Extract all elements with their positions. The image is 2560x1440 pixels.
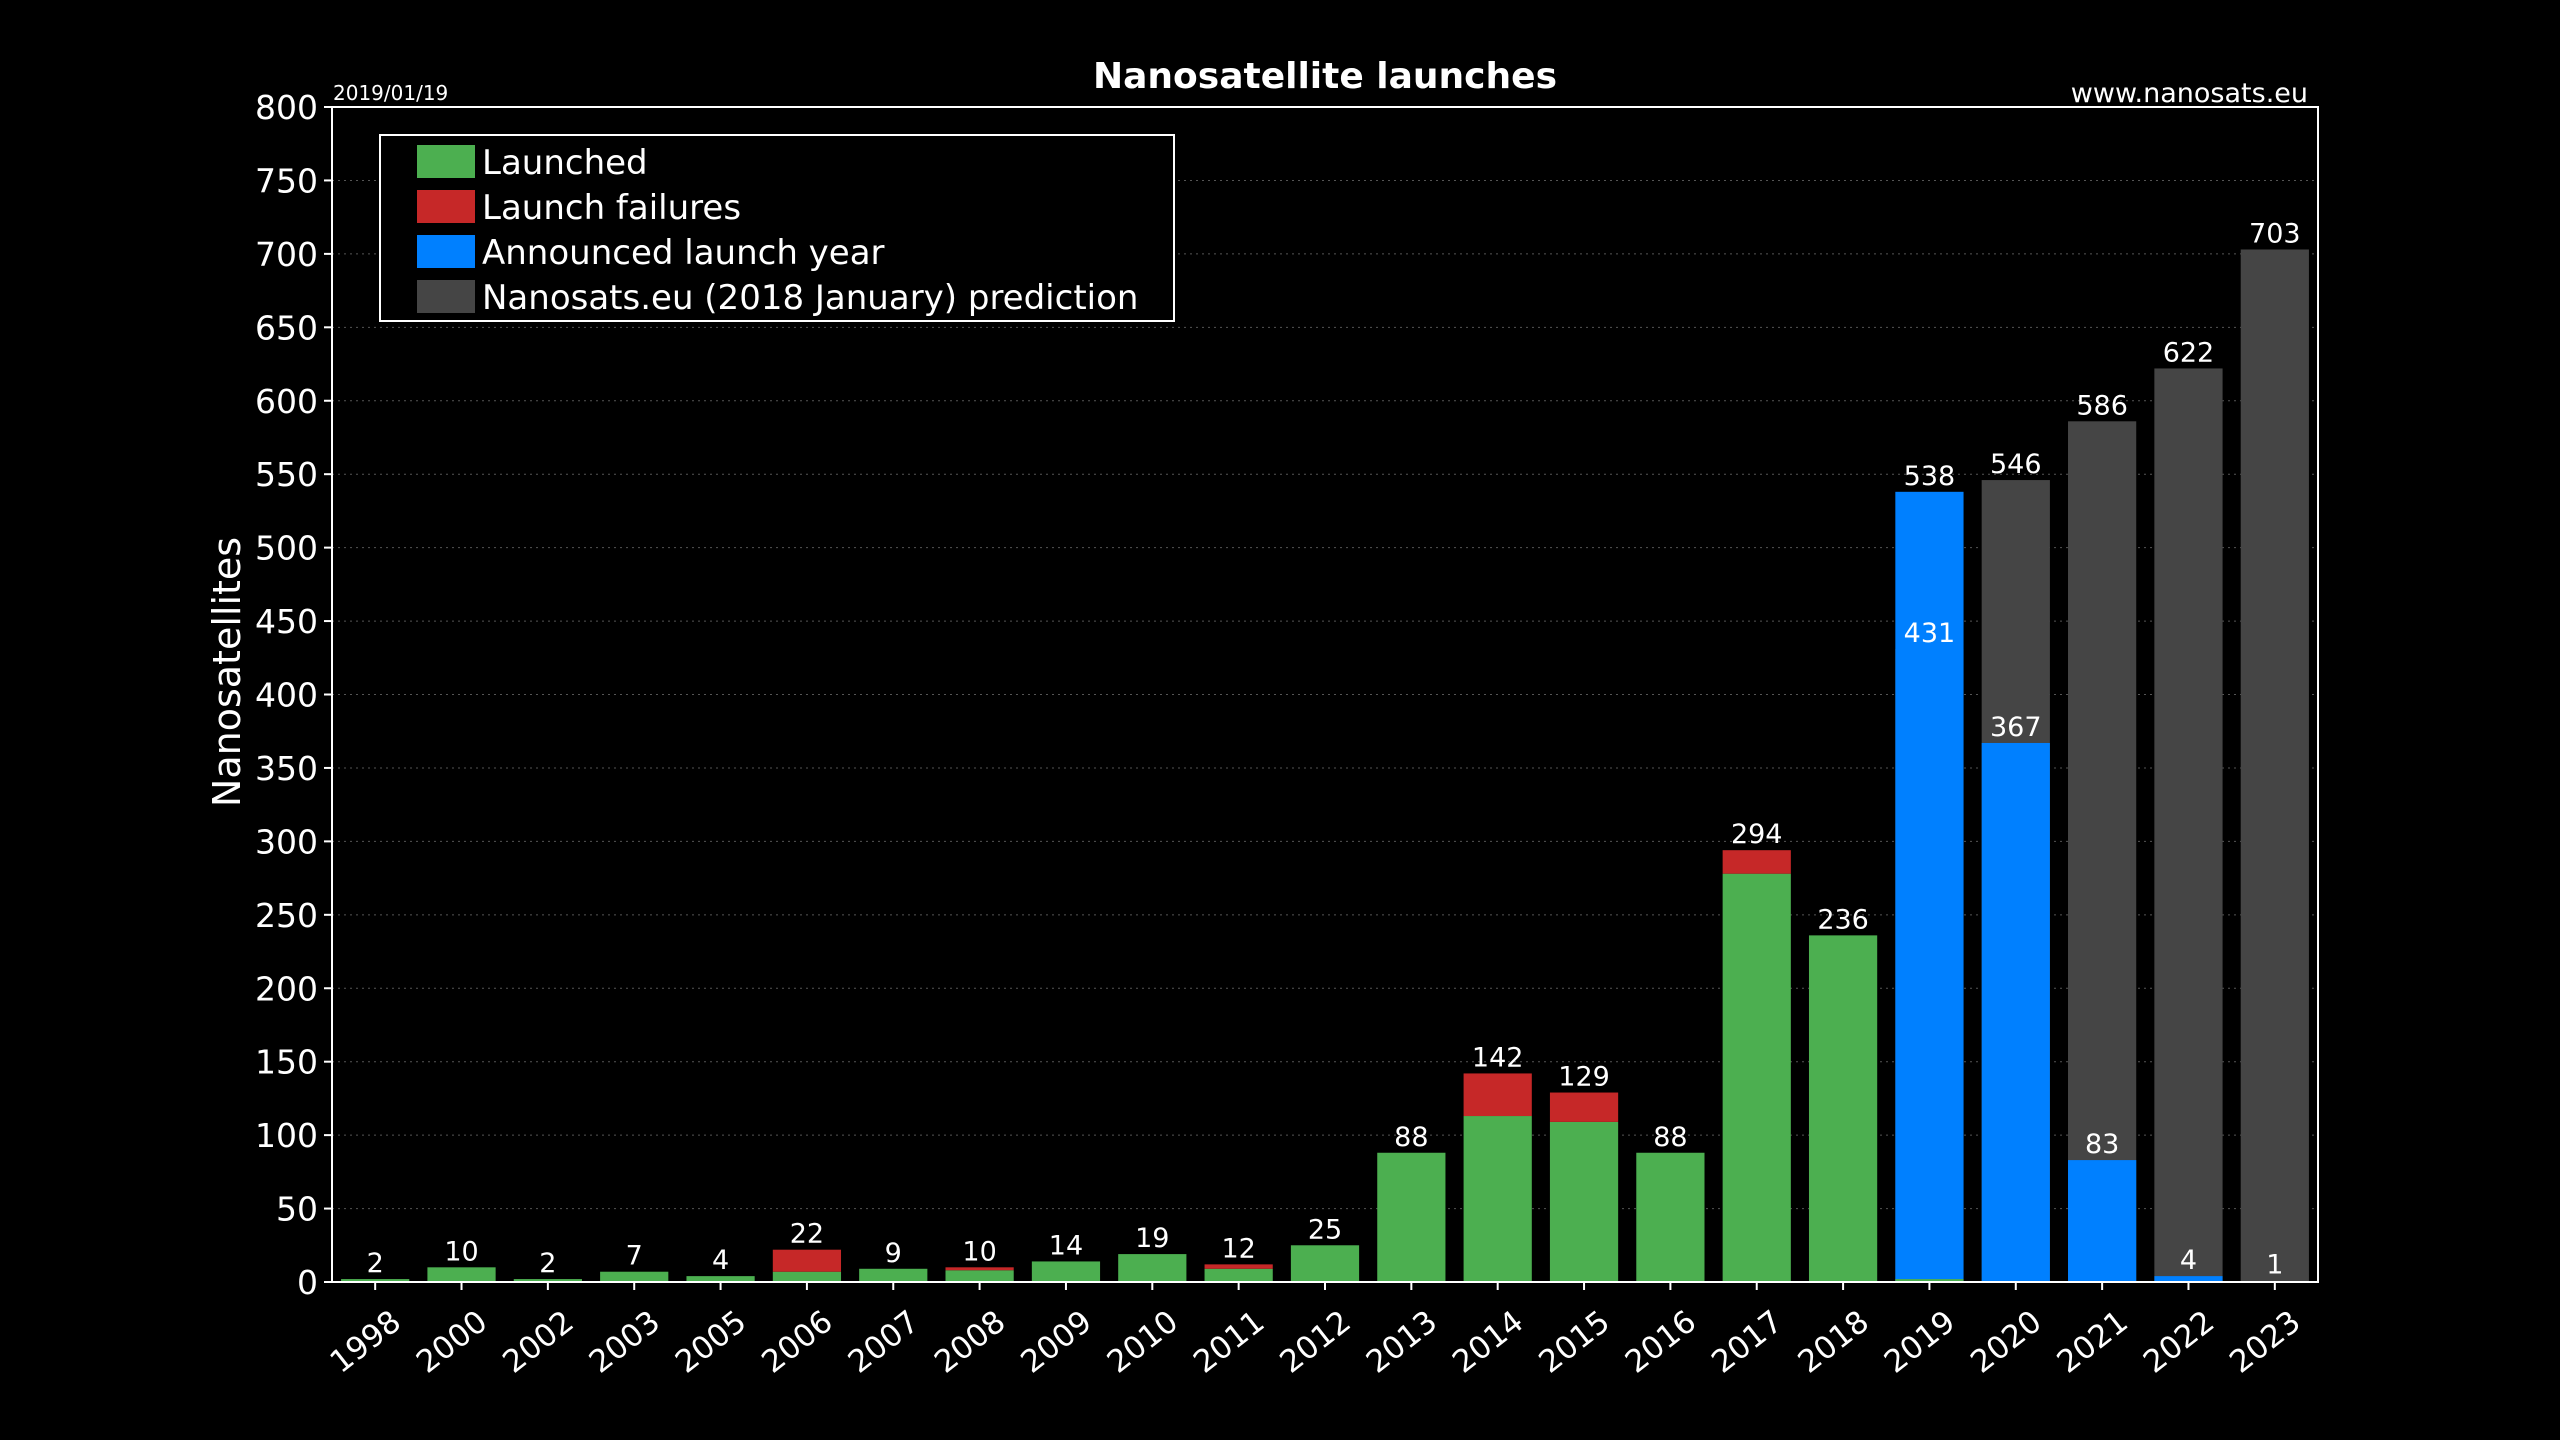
data-label-2007: 9 (885, 1238, 902, 1269)
legend-label-failures: Launch failures (482, 188, 741, 228)
legend-swatch-prediction (417, 280, 475, 313)
bar-launched-2019 (1895, 1279, 1964, 1282)
bar-failures-2015 (1549, 1092, 1619, 1122)
y-tick-label-700: 700 (255, 235, 318, 274)
data-label-2006: 22 (790, 1219, 824, 1250)
legend-label-prediction: Nanosats.eu (2018 January) prediction (482, 278, 1138, 318)
bar-launched-2010 (1118, 1254, 1187, 1282)
bars-group (341, 249, 2309, 1282)
inner-label-2020: 367 (1990, 712, 2042, 743)
bar-prediction-2021 (2068, 421, 2137, 1282)
legend-label-announced: Announced launch year (482, 233, 885, 273)
y-tick-label-0: 0 (297, 1263, 318, 1302)
y-tick-label-250: 250 (255, 896, 318, 935)
inner-label-2022: 4 (2180, 1245, 2197, 1276)
data-label-2008: 10 (962, 1236, 996, 1267)
bar-launched-2006 (772, 1271, 842, 1282)
data-label-2009: 14 (1049, 1230, 1083, 1261)
data-label-2010: 19 (1135, 1223, 1169, 1254)
bar-failures-2008 (945, 1267, 1014, 1271)
data-label-2022: 622 (2163, 337, 2215, 368)
bar-launched-2015 (1549, 1121, 1619, 1282)
bar-announced-2022 (2154, 1276, 2223, 1282)
data-label-2005: 4 (712, 1245, 729, 1276)
bar-announced-2021 (2068, 1160, 2137, 1282)
y-tick-label-600: 600 (255, 382, 318, 421)
data-label-2021: 586 (2076, 390, 2128, 421)
bar-failures-2014 (1463, 1073, 1532, 1117)
bar-failures-2011 (1204, 1264, 1273, 1269)
bar-launched-2009 (1031, 1261, 1101, 1282)
website-label: www.nanosats.eu (2071, 78, 2308, 109)
bar-launched-2012 (1290, 1245, 1360, 1282)
data-label-2019: 538 (1904, 461, 1956, 492)
legend-box (379, 134, 1175, 322)
y-tick-label-350: 350 (255, 749, 318, 788)
grid-lines (332, 179, 2318, 1210)
bar-launched-2005 (686, 1276, 755, 1282)
data-label-2003: 7 (626, 1241, 643, 1272)
y-tick-label-100: 100 (255, 1116, 318, 1155)
y-tick-label-50: 50 (276, 1190, 318, 1229)
y-tick-label-800: 800 (255, 88, 318, 127)
bar-launched-2000 (427, 1267, 496, 1282)
bar-announced-2019 (1895, 491, 1964, 1282)
y-tick-label-450: 450 (255, 602, 318, 641)
y-tick-label-300: 300 (255, 822, 318, 861)
y-axis-label: Nanosatellites (205, 537, 249, 807)
data-label-2013: 88 (1394, 1122, 1428, 1153)
data-label-2017: 294 (1731, 819, 1783, 850)
y-tick-label-500: 500 (255, 529, 318, 568)
bar-prediction-2022 (2154, 368, 2223, 1282)
legend-swatch-launched (417, 145, 475, 178)
bar-launched-2017 (1722, 873, 1791, 1282)
bar-launched-2016 (1636, 1152, 1705, 1282)
bar-launched-2008 (945, 1270, 1014, 1282)
bar-announced-2020 (1981, 742, 2050, 1282)
chart-title: Nanosatellite launches (1093, 56, 1557, 97)
bar-launched-2007 (859, 1268, 928, 1282)
inner-label-2023: 1 (2266, 1250, 2283, 1281)
data-label-2002: 2 (539, 1248, 556, 1279)
y-tick-label-150: 150 (255, 1043, 318, 1082)
bar-launched-2011 (1204, 1268, 1273, 1282)
data-label-2012: 25 (1308, 1214, 1342, 1245)
inner-label-2021: 83 (2085, 1129, 2119, 1160)
legend-label-launched: Launched (482, 143, 648, 183)
inner-label-2019: 431 (1904, 618, 1956, 649)
y-tick-label-750: 750 (255, 161, 318, 200)
data-label-2000: 10 (444, 1236, 478, 1267)
data-label-2020: 546 (1990, 449, 2042, 480)
legend-swatch-announced (417, 235, 475, 268)
bar-launched-2003 (600, 1271, 669, 1282)
date-stamp: 2019/01/19 (333, 81, 448, 105)
y-ticks-group: 0 50 100 150 200 250 300 350 400 450 500 550 600 650 7… (255, 88, 332, 1302)
legend-swatch-failures (417, 190, 475, 223)
bar-launched-1998 (341, 1279, 410, 1282)
bar-launched-2002 (513, 1279, 582, 1282)
bar-failures-2006 (772, 1249, 842, 1272)
y-tick-label-550: 550 (255, 455, 318, 494)
bar-failures-2017 (1722, 850, 1791, 874)
y-tick-label-200: 200 (255, 969, 318, 1008)
data-label-2015: 129 (1558, 1062, 1610, 1093)
bar-prediction-2023 (2240, 249, 2309, 1282)
data-label-2011: 12 (1221, 1233, 1255, 1264)
bar-launched-2018 (1808, 935, 1878, 1282)
plot-frame (331, 106, 2319, 1283)
data-label-2023: 703 (2249, 218, 2301, 249)
bar-launched-2014 (1463, 1116, 1532, 1282)
data-label-2014: 142 (1472, 1042, 1524, 1073)
bar-launched-2013 (1377, 1152, 1446, 1282)
data-label-2016: 88 (1653, 1122, 1687, 1153)
data-label-1998: 2 (367, 1248, 384, 1279)
legend: Launched Launch failures Announced launc… (379, 134, 1175, 322)
data-label-2018: 236 (1817, 904, 1869, 935)
y-tick-label-650: 650 (255, 308, 318, 347)
y-tick-label-400: 400 (255, 676, 318, 715)
